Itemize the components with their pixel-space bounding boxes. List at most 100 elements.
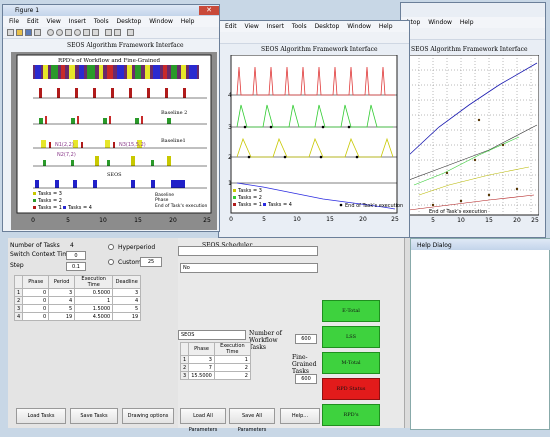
figure-2-legend: Tasks = 3 Tasks = 2 Tasks = 1 Tasks = 4 … [233, 188, 403, 209]
menu-item[interactable]: View [46, 18, 61, 25]
x-tick-label: 15 [326, 216, 334, 223]
x-tick-label: 20 [169, 217, 177, 224]
menu-item[interactable]: Window [428, 19, 452, 26]
drawing-options-button[interactable]: Drawing options [122, 408, 174, 424]
series-line [409, 62, 538, 156]
custom-label: Custom [118, 259, 141, 266]
menu-item[interactable]: Desktop [314, 23, 340, 30]
custom-input[interactable]: 25 [140, 257, 162, 267]
hyperperiod-label: Hyperperiod [118, 244, 156, 251]
column-header: Deadline [112, 275, 142, 289]
series-line [413, 136, 520, 186]
menu-item[interactable]: Tools [291, 23, 307, 30]
rotate-icon[interactable] [74, 29, 81, 36]
menu-item[interactable]: Edit [225, 23, 237, 30]
table-row[interactable]: 3 15.5000 2 [179, 371, 251, 380]
figure-2-menubar: Edit View Insert Tools Desktop Window He… [219, 21, 409, 32]
scheduler-panel: SEOS Scheduler No SEOS Number of Workflo… [178, 238, 404, 433]
switch-context-input[interactable]: 0 [66, 251, 86, 260]
step-input[interactable]: 0.1 [66, 262, 86, 271]
figure-1-legend: Tasks = 3 Tasks = 2 Tasks = 1 Tasks = 4 … [33, 191, 208, 211]
node-label: N1(2,2) [55, 142, 74, 148]
vertical-scrollbar[interactable] [404, 238, 410, 428]
figure-2-window[interactable]: Edit View Insert Tools Desktop Window He… [218, 20, 410, 238]
table-row[interactable]: 3 0 5 1.5000 5 [13, 304, 142, 313]
task1-bars [39, 88, 186, 98]
y-tick-label: 1 [228, 180, 232, 187]
series-line [236, 137, 394, 158]
open-file-icon[interactable] [16, 29, 23, 36]
zoom-in-icon[interactable] [47, 29, 54, 36]
colorbar-icon[interactable] [105, 29, 112, 36]
workflow-tasks-input[interactable]: 600 [295, 334, 317, 344]
x-tick-label: 10 [99, 217, 107, 224]
legend-entry: Tasks = 4 [67, 205, 92, 211]
legend-entry: Tasks = 2 [237, 195, 262, 201]
load-tasks-button[interactable]: Load Tasks [16, 408, 66, 424]
mode-dropdown[interactable]: No [180, 263, 318, 273]
new-file-icon[interactable] [7, 29, 14, 36]
save-all-parameters-button[interactable]: Save All Parameters [229, 408, 275, 433]
e-total-button[interactable]: E-Total [322, 300, 380, 322]
figure-3-window[interactable]: ktop Window Help SEOS Algorithm Framewor… [400, 2, 546, 238]
figure-1-titlebar[interactable]: Figure 1 [3, 5, 219, 16]
table-row[interactable]: 4 0 19 4.5000 19 [13, 312, 142, 321]
rpds-button[interactable]: RPD's [322, 404, 380, 426]
menu-item[interactable]: Insert [68, 18, 86, 25]
baseline-2-label: Baseline 2 [161, 110, 187, 116]
menu-item[interactable]: Help [378, 23, 393, 30]
menu-item[interactable]: Edit [26, 18, 39, 25]
custom-radio[interactable] [108, 259, 114, 265]
fine-grained-input[interactable]: 600 [295, 374, 317, 384]
num-tasks-value: 4 [70, 242, 74, 249]
menu-item[interactable]: File [9, 18, 20, 25]
fine-grained-label: Fine-Grained Tasks [292, 354, 317, 375]
brush-icon[interactable] [92, 29, 99, 36]
pan-icon[interactable] [65, 29, 72, 36]
figure-2-toolbar [219, 32, 409, 44]
menu-item[interactable]: Help [180, 18, 195, 25]
menu-item[interactable]: Window [149, 18, 173, 25]
load-all-parameters-button[interactable]: Load All Parameters [180, 408, 226, 433]
menu-item[interactable]: View [244, 23, 259, 30]
zoom-out-icon[interactable] [56, 29, 63, 36]
help-button[interactable]: Help... [280, 408, 320, 424]
menu-item[interactable]: ktop [407, 19, 421, 26]
menu-item[interactable]: Help [459, 19, 474, 26]
menu-item[interactable]: Tools [93, 18, 109, 25]
lss-button[interactable]: LSS [322, 326, 380, 348]
figure-1-plot: RPD's of Workflow and Fine-Grained [11, 52, 217, 230]
data-cursor-icon[interactable] [83, 29, 90, 36]
x-tick-label: 10 [293, 216, 301, 223]
rpd-status-button[interactable]: RPD Status [322, 378, 380, 400]
scheduler-title: SEOS Scheduler [202, 242, 252, 249]
m-total-button[interactable]: M-Total [322, 352, 380, 374]
figure-2-plot-title: SEOS Algorithm Framework Interface [261, 46, 378, 53]
top-dropdown[interactable] [178, 246, 318, 256]
figure-1-window[interactable]: Figure 1 ✕ File Edit View Insert Tools D… [2, 4, 220, 232]
x-tick-label: 20 [513, 217, 521, 223]
menu-item[interactable]: Insert [266, 23, 284, 30]
algorithm-dropdown[interactable]: SEOS [178, 330, 246, 340]
figure-1-plot-title: SEOS Algorithm Framework Interface [67, 42, 184, 49]
save-icon[interactable] [25, 29, 32, 36]
legend-icon[interactable] [114, 29, 121, 36]
rpd-strip [33, 65, 199, 79]
menu-item[interactable]: Desktop [116, 18, 142, 25]
close-icon[interactable]: ✕ [199, 6, 219, 15]
save-tasks-button[interactable]: Save Tasks [70, 408, 118, 424]
legend-entry: Tasks = 2 [37, 198, 62, 204]
baseline-1-label: Baseline1 [161, 138, 186, 144]
help-dialog-title: Help Dialog [417, 242, 452, 249]
x-tick-label: 10 [457, 217, 465, 223]
plot-tools-icon[interactable] [127, 29, 134, 36]
table-row[interactable]: 1 0 3 0.5000 3 [13, 288, 142, 297]
menu-item[interactable]: Window [347, 23, 371, 30]
print-icon[interactable] [34, 29, 41, 36]
hyperperiod-radio[interactable] [108, 244, 114, 250]
